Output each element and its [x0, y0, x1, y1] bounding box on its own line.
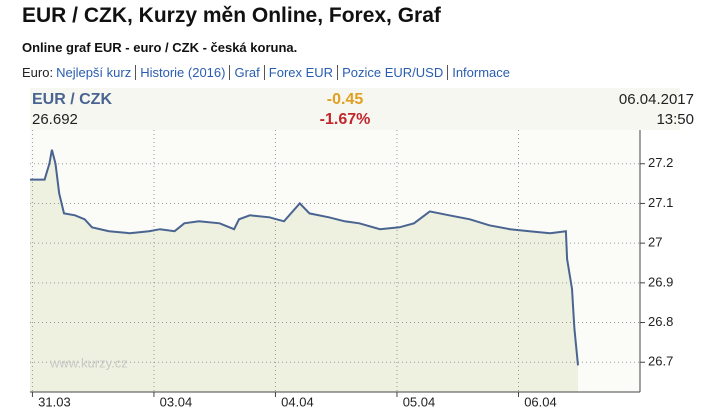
line: [30, 149, 579, 366]
nav-link[interactable]: Informace: [447, 65, 515, 80]
header-strip: [30, 88, 680, 130]
nav: Euro: Nejlepší kurz Historie (2016) Graf For…: [22, 65, 515, 80]
y-tick-label: 27.1: [648, 195, 673, 210]
y-tick-label: 26.8: [648, 314, 673, 329]
y-tick-label: 27: [648, 235, 662, 250]
x-tick-label: 31.03: [38, 394, 71, 409]
y-tick-label: 27.2: [648, 155, 673, 170]
nav-prefix: Euro:: [22, 65, 54, 80]
x-tick-label: 06.04: [524, 394, 557, 409]
nav-link[interactable]: Pozice EUR/USD: [337, 65, 448, 80]
y-tick-label: 26.7: [648, 354, 673, 369]
y-tick-label: 26.9: [648, 274, 673, 289]
area: [30, 149, 578, 392]
time: 13:50: [656, 111, 694, 128]
date: 06.04.2017: [619, 91, 694, 108]
nav-link[interactable]: Graf: [229, 65, 264, 80]
last-value: 26.692: [32, 111, 78, 128]
change: -0.45: [327, 91, 364, 108]
change-pct: -1.67%: [320, 111, 371, 128]
nav-link[interactable]: Nejlepší kurz: [56, 65, 132, 80]
watermark: www.kurzy.cz: [49, 355, 128, 370]
page-title: EUR / CZK, Kurzy měn Online, Forex, Graf: [22, 4, 441, 27]
nav-link[interactable]: Historie (2016): [135, 65, 230, 80]
x-tick-label: 04.04: [281, 394, 314, 409]
x-tick-label: 03.04: [160, 394, 193, 409]
chart-title: EUR / CZK: [32, 91, 112, 108]
nav-link[interactable]: Forex EUR: [263, 65, 338, 80]
subtitle: Online graf EUR - euro / CZK - česká kor…: [22, 40, 298, 55]
x-tick-label: 05.04: [403, 394, 436, 409]
